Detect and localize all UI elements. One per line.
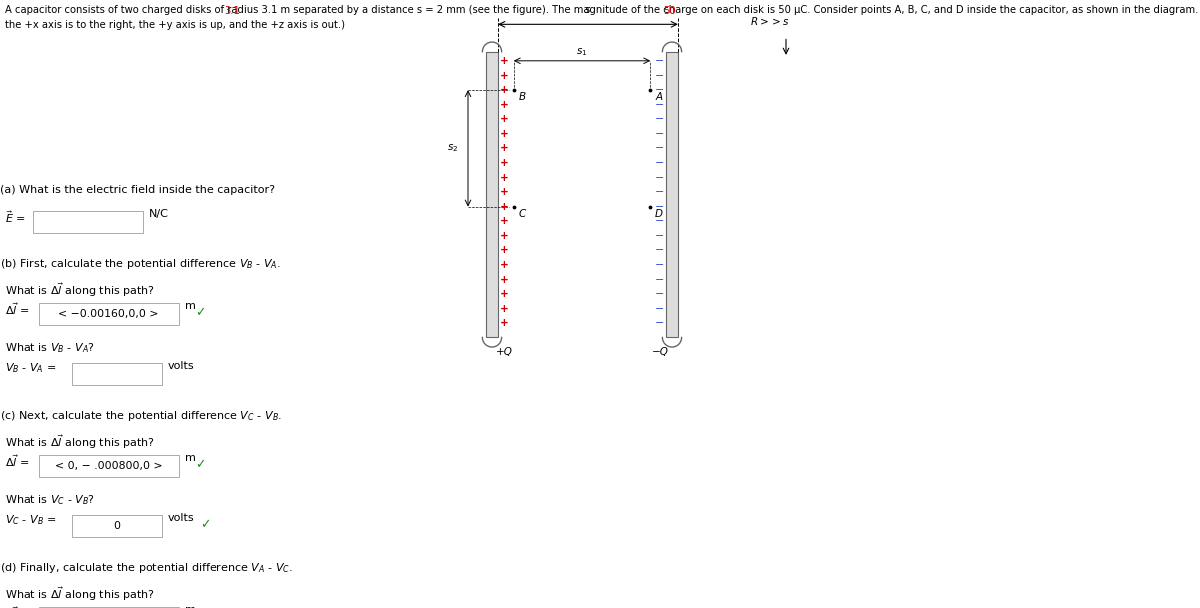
Text: −: − xyxy=(655,129,665,139)
Text: −: − xyxy=(655,319,665,328)
Text: $\Delta\vec{l}$ =: $\Delta\vec{l}$ = xyxy=(5,453,29,469)
Text: $V_C$ - $V_B$ =: $V_C$ - $V_B$ = xyxy=(5,513,56,527)
Text: $s_2$: $s_2$ xyxy=(448,142,458,154)
Text: D: D xyxy=(655,209,664,219)
Text: < 0, − .000800,0 >: < 0, − .000800,0 > xyxy=(55,461,162,471)
Text: −: − xyxy=(655,158,665,168)
Text: +: + xyxy=(499,304,509,314)
Text: +: + xyxy=(499,216,509,226)
Text: ✓: ✓ xyxy=(196,306,205,319)
Text: +: + xyxy=(499,71,509,81)
Text: +: + xyxy=(499,85,509,95)
Text: −: − xyxy=(655,289,665,299)
Text: $\Delta\vec{l}$ =: $\Delta\vec{l}$ = xyxy=(5,605,29,608)
Text: +: + xyxy=(499,129,509,139)
Text: m: m xyxy=(185,605,196,608)
Text: −: − xyxy=(655,100,665,109)
Text: +: + xyxy=(499,114,509,124)
Text: −: − xyxy=(655,260,665,270)
Text: 3.1: 3.1 xyxy=(224,6,240,16)
Text: −: − xyxy=(655,275,665,285)
Text: N/C: N/C xyxy=(149,209,169,219)
Text: −: − xyxy=(655,71,665,81)
FancyBboxPatch shape xyxy=(38,455,179,477)
Text: +Q: +Q xyxy=(496,347,512,356)
Text: What is $V_C$ - $V_B$?: What is $V_C$ - $V_B$? xyxy=(5,493,95,507)
Text: −Q: −Q xyxy=(652,347,668,356)
Text: ✓: ✓ xyxy=(200,519,210,531)
Text: −: − xyxy=(655,143,665,153)
Text: $s$: $s$ xyxy=(584,5,592,15)
Text: C: C xyxy=(518,209,526,219)
Text: +: + xyxy=(499,289,509,299)
FancyBboxPatch shape xyxy=(38,303,179,325)
Text: m: m xyxy=(185,301,196,311)
Text: −: − xyxy=(655,202,665,212)
Text: −: − xyxy=(655,114,665,124)
FancyBboxPatch shape xyxy=(72,363,162,385)
Text: A: A xyxy=(655,92,662,102)
Text: −: − xyxy=(655,304,665,314)
Text: A capacitor consists of two charged disks of radius 3.1 m separated by a distanc: A capacitor consists of two charged disk… xyxy=(5,5,1200,15)
Text: $\Delta\vec{l}$ =: $\Delta\vec{l}$ = xyxy=(5,301,29,317)
Text: +: + xyxy=(499,100,509,109)
Text: $s_1$: $s_1$ xyxy=(576,46,588,58)
Text: $V_B$ - $V_A$ =: $V_B$ - $V_A$ = xyxy=(5,361,56,375)
Bar xyxy=(486,52,498,337)
Text: −: − xyxy=(655,173,665,182)
Text: (d) Finally, calculate the potential difference $V_A$ - $V_C$.: (d) Finally, calculate the potential dif… xyxy=(0,561,293,575)
Text: volts: volts xyxy=(168,361,194,371)
Text: +: + xyxy=(499,173,509,182)
FancyBboxPatch shape xyxy=(72,515,162,537)
Text: −: − xyxy=(655,85,665,95)
Text: the +x axis is to the right, the +y axis is up, and the +z axis is out.): the +x axis is to the right, the +y axis… xyxy=(5,20,346,30)
Text: −: − xyxy=(655,216,665,226)
Text: +: + xyxy=(499,202,509,212)
Text: B: B xyxy=(518,92,526,102)
Text: +: + xyxy=(499,275,509,285)
Text: −: − xyxy=(655,246,665,255)
Text: What is $\Delta\vec{l}$ along this path?: What is $\Delta\vec{l}$ along this path? xyxy=(5,585,155,603)
Text: $R >> s$: $R >> s$ xyxy=(750,15,790,27)
Text: −: − xyxy=(655,56,665,66)
Text: ✓: ✓ xyxy=(196,458,205,471)
Text: (b) First, calculate the potential difference $V_B$ - $V_A$.: (b) First, calculate the potential diffe… xyxy=(0,257,281,271)
Text: What is $V_B$ - $V_A$?: What is $V_B$ - $V_A$? xyxy=(5,341,95,355)
Text: +: + xyxy=(499,56,509,66)
Text: −: − xyxy=(655,231,665,241)
Text: +: + xyxy=(499,246,509,255)
Bar xyxy=(666,52,678,337)
Text: +: + xyxy=(499,319,509,328)
FancyBboxPatch shape xyxy=(38,607,179,608)
Text: (a) What is the electric field inside the capacitor?: (a) What is the electric field inside th… xyxy=(0,185,275,195)
Text: m: m xyxy=(185,453,196,463)
Text: 50: 50 xyxy=(662,6,676,16)
Text: +: + xyxy=(499,143,509,153)
Text: +: + xyxy=(499,187,509,197)
Text: +: + xyxy=(499,231,509,241)
Text: (c) Next, calculate the potential difference $V_C$ - $V_B$.: (c) Next, calculate the potential differ… xyxy=(0,409,282,423)
Text: +: + xyxy=(499,158,509,168)
FancyBboxPatch shape xyxy=(34,211,143,233)
Text: $\vec{E}$ =: $\vec{E}$ = xyxy=(5,209,25,225)
Text: < −0.00160,0,0 >: < −0.00160,0,0 > xyxy=(59,309,158,319)
Text: +: + xyxy=(499,260,509,270)
Text: volts: volts xyxy=(168,513,194,523)
Text: What is $\Delta\vec{l}$ along this path?: What is $\Delta\vec{l}$ along this path? xyxy=(5,281,155,299)
Text: What is $\Delta\vec{l}$ along this path?: What is $\Delta\vec{l}$ along this path? xyxy=(5,433,155,451)
Text: 0: 0 xyxy=(113,521,120,531)
Text: −: − xyxy=(655,187,665,197)
